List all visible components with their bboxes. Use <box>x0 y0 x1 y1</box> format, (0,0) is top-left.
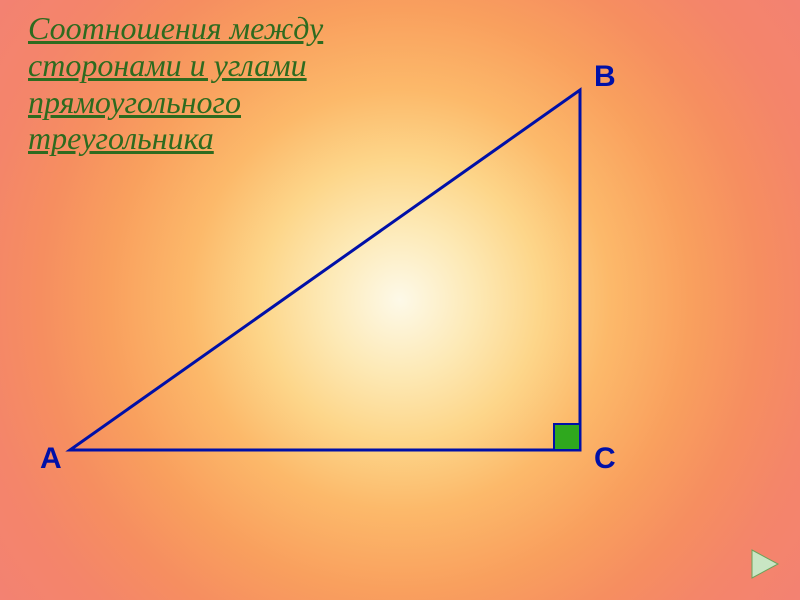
vertex-label-a: A <box>40 442 62 476</box>
vertex-label-c: C <box>594 442 616 476</box>
triangle-diagram <box>40 70 640 470</box>
right-angle-marker <box>554 424 580 450</box>
triangle-shape <box>70 90 580 450</box>
vertex-label-b: B <box>594 60 616 94</box>
next-arrow-icon[interactable] <box>746 546 782 582</box>
slide: Соотношения между сторонами и углами пря… <box>0 0 800 600</box>
title-line-1: Соотношения между <box>28 10 323 46</box>
